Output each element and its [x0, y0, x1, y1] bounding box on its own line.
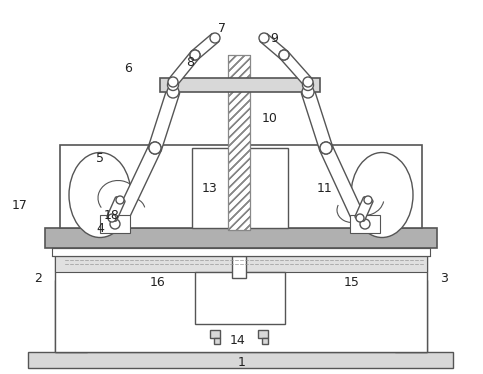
- Bar: [210, 330, 220, 338]
- Circle shape: [190, 50, 200, 60]
- Bar: [195, 272, 285, 324]
- Circle shape: [168, 80, 179, 91]
- Bar: [28, 352, 453, 368]
- FancyBboxPatch shape: [301, 88, 333, 152]
- Ellipse shape: [69, 153, 131, 237]
- Text: 8: 8: [186, 55, 194, 68]
- Circle shape: [149, 142, 161, 154]
- Circle shape: [279, 50, 289, 60]
- Text: 14: 14: [230, 334, 246, 346]
- Text: 3: 3: [440, 272, 448, 285]
- FancyBboxPatch shape: [107, 197, 125, 221]
- Bar: [395, 280, 427, 352]
- Circle shape: [168, 77, 178, 87]
- Text: 1: 1: [238, 356, 246, 368]
- FancyBboxPatch shape: [191, 34, 219, 59]
- Bar: [258, 330, 268, 338]
- FancyBboxPatch shape: [148, 88, 180, 152]
- FancyBboxPatch shape: [280, 51, 313, 86]
- Bar: [228, 55, 250, 230]
- Circle shape: [112, 220, 124, 232]
- Text: 15: 15: [344, 276, 360, 288]
- Circle shape: [364, 196, 372, 204]
- Circle shape: [210, 33, 220, 43]
- Text: 9: 9: [270, 31, 278, 45]
- Bar: [55, 256, 427, 272]
- Text: 7: 7: [218, 21, 226, 34]
- Bar: [160, 78, 320, 92]
- FancyBboxPatch shape: [112, 144, 161, 230]
- Bar: [100, 215, 130, 233]
- Text: 17: 17: [12, 199, 28, 212]
- Circle shape: [190, 50, 200, 60]
- Circle shape: [259, 33, 269, 43]
- Text: 11: 11: [317, 181, 333, 194]
- Text: 18: 18: [104, 208, 120, 221]
- Bar: [60, 145, 422, 228]
- Circle shape: [360, 219, 370, 229]
- Text: 16: 16: [150, 276, 166, 288]
- Circle shape: [320, 142, 332, 154]
- Circle shape: [149, 142, 161, 154]
- FancyBboxPatch shape: [355, 197, 373, 221]
- Text: 6: 6: [124, 61, 132, 74]
- Circle shape: [302, 80, 313, 91]
- Bar: [55, 256, 427, 352]
- Bar: [52, 248, 430, 256]
- Bar: [228, 55, 250, 230]
- FancyBboxPatch shape: [260, 34, 288, 59]
- Circle shape: [167, 86, 179, 98]
- Circle shape: [356, 214, 364, 222]
- Circle shape: [303, 77, 313, 87]
- Bar: [262, 338, 268, 344]
- Circle shape: [116, 196, 124, 204]
- Bar: [192, 148, 288, 228]
- Text: 13: 13: [202, 181, 218, 194]
- Bar: [45, 228, 437, 248]
- Circle shape: [110, 219, 120, 229]
- Circle shape: [108, 214, 116, 222]
- Bar: [232, 256, 246, 278]
- Text: 2: 2: [34, 272, 42, 285]
- Circle shape: [356, 220, 368, 232]
- FancyBboxPatch shape: [320, 144, 369, 230]
- Circle shape: [320, 142, 332, 154]
- Text: 5: 5: [96, 151, 104, 165]
- Circle shape: [302, 86, 314, 98]
- Ellipse shape: [351, 153, 413, 237]
- Bar: [55, 280, 87, 352]
- Bar: [214, 338, 220, 344]
- FancyBboxPatch shape: [169, 51, 199, 86]
- Bar: [350, 215, 380, 233]
- Text: 4: 4: [96, 221, 104, 234]
- Circle shape: [279, 50, 289, 60]
- Text: 10: 10: [262, 111, 278, 125]
